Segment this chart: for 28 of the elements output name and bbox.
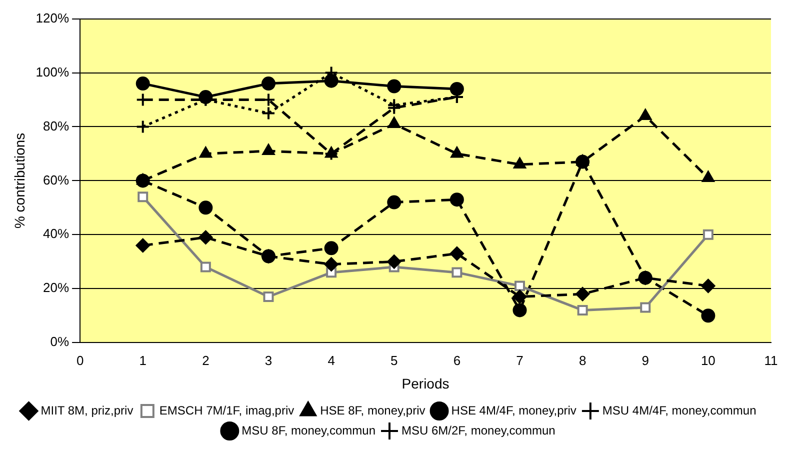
legend-label: MSU 4M/4F, money,commun	[602, 403, 756, 418]
x-tick-label: 3	[264, 352, 272, 368]
y-tick-label: 60%	[43, 172, 70, 188]
x-tick-label: 4	[328, 352, 335, 368]
legend-label: HSE 4M/4F, money,priv	[451, 403, 576, 418]
legend-label: MSU 6M/2F, money,commun	[402, 423, 556, 438]
y-tick-label: 0%	[50, 334, 70, 350]
x-tick-label: 10	[700, 352, 716, 368]
y-tick-label: 100%	[36, 64, 70, 80]
legend-label: MSU 8F, money,commun	[242, 423, 376, 438]
y-tick-label: 80%	[43, 118, 70, 134]
legend-label: EMSCH 7M/1F, imag,priv	[159, 403, 294, 418]
x-tick-label: 5	[390, 352, 398, 368]
legend-label: MIIT 8M, priz,priv	[40, 403, 134, 418]
x-tick-label: 6	[453, 352, 461, 368]
y-tick-label: 40%	[43, 226, 70, 242]
x-tick-label: 9	[642, 352, 649, 368]
y-axis-title: % contributions	[11, 132, 28, 229]
legend-label: HSE 8F, money,priv	[320, 403, 426, 418]
x-tick-label: 8	[578, 352, 586, 368]
x-tick-label: 2	[202, 352, 210, 368]
y-tick-label: 120%	[36, 10, 70, 26]
x-tick-label: 1	[139, 352, 146, 368]
x-tick-label: 11	[764, 352, 778, 368]
y-tick-label: 20%	[43, 280, 70, 296]
x-tick-label: 7	[516, 352, 524, 368]
x-tick-label: 0	[76, 352, 84, 368]
x-axis-title: Periods	[402, 375, 450, 392]
